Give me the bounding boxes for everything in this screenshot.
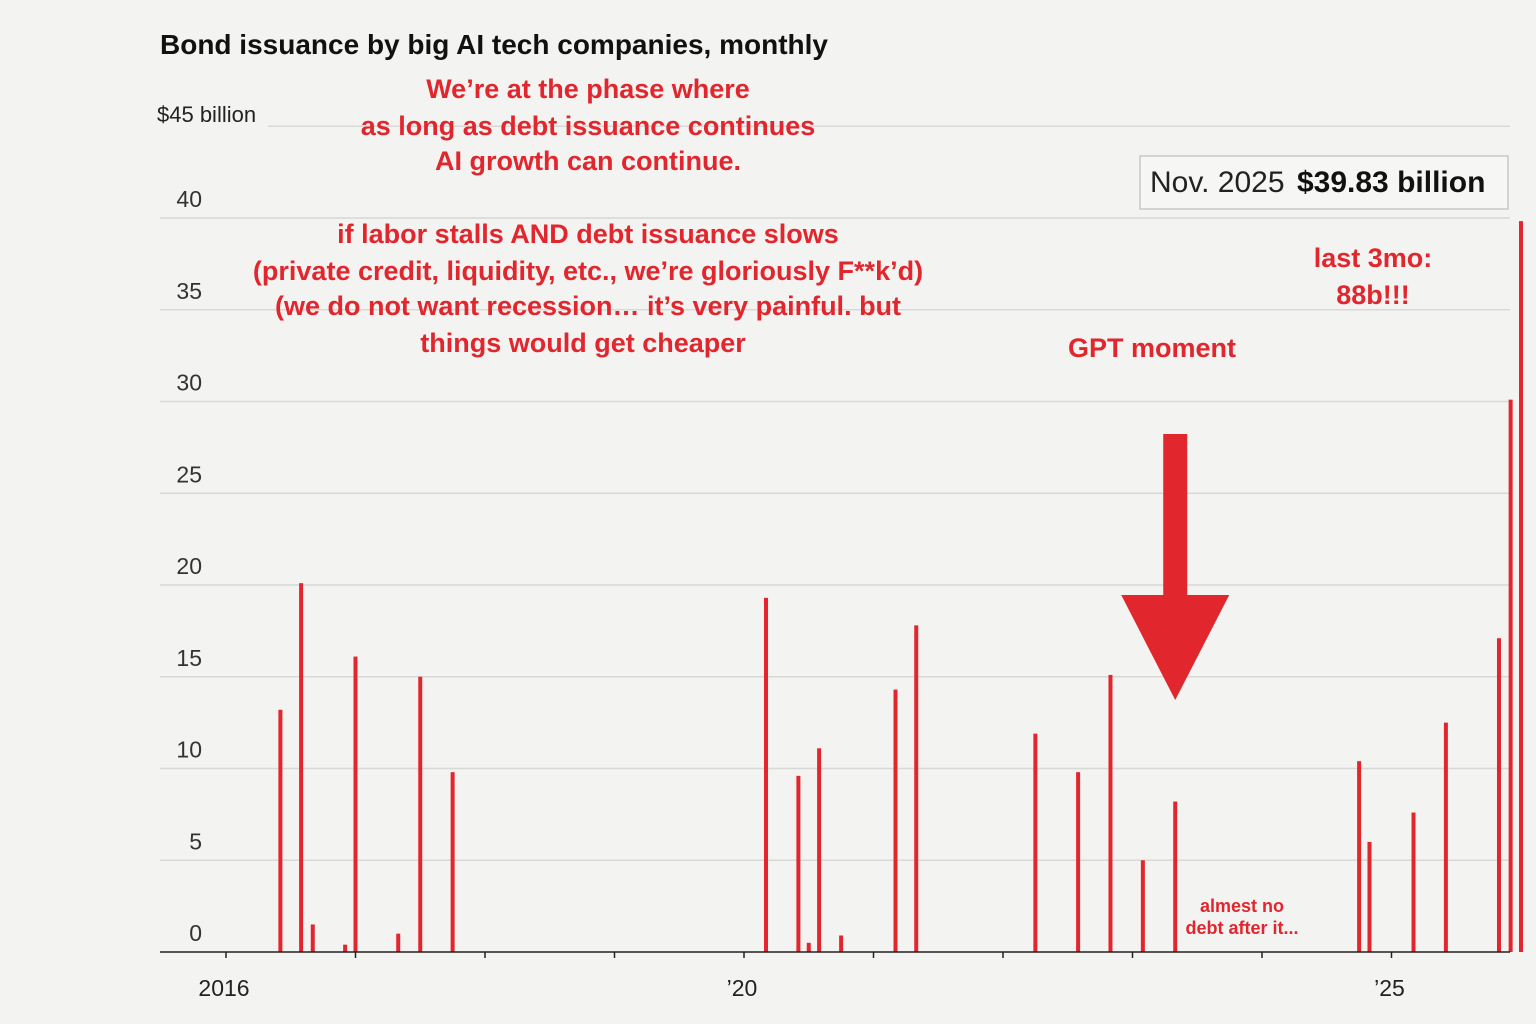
x-axis-ticks: 2016 ’20 ’25: [198, 952, 1405, 1001]
y-tick-label: 30: [176, 370, 202, 396]
bars: [278, 221, 1523, 952]
y-tick-label: 40: [176, 186, 202, 212]
bar: [817, 748, 822, 952]
y-tick-label: 20: [176, 553, 202, 579]
warning-note-line-4: things would get cheaper: [420, 328, 746, 358]
gpt-moment-label: GPT moment: [1068, 333, 1236, 363]
bar: [796, 775, 801, 952]
callout-date: Nov. 2025: [1150, 166, 1285, 199]
bar: [764, 597, 769, 952]
y-tick-label: 10: [176, 737, 202, 763]
bar: [1033, 733, 1038, 952]
warning-note-annotation: if labor stalls AND debt issuance slows …: [253, 219, 923, 358]
y-tick-label: 25: [176, 461, 202, 487]
almost-no-debt-annotation: almest no debt after it...: [1185, 896, 1298, 938]
y-tick-labels: 40 35 30 25 20 15 10 5 0: [176, 186, 202, 946]
almost-no-debt-line-1: almest no: [1200, 896, 1284, 916]
top-note-line-2: as long as debt issuance continues: [361, 111, 816, 141]
bar: [299, 583, 304, 952]
gpt-moment-arrow: [1121, 434, 1230, 700]
y-tick-label: 5: [189, 828, 202, 854]
top-note-line-1: We’re at the phase where: [426, 74, 750, 104]
bar: [893, 689, 898, 952]
bar: [1140, 860, 1145, 952]
top-note-line-3: AI growth can continue.: [435, 146, 741, 176]
bar: [353, 656, 358, 952]
bar: [278, 709, 283, 952]
almost-no-debt-line-2: debt after it...: [1185, 918, 1298, 938]
bar: [1357, 761, 1362, 952]
callout-box: [1139, 155, 1509, 210]
x-tick-label: ’20: [727, 975, 758, 1001]
bar: [1496, 638, 1501, 952]
y-tick-label: 0: [189, 920, 202, 946]
y-tick-label: 35: [176, 278, 202, 304]
last-3mo-line-2: 88b!!!: [1336, 280, 1410, 310]
warning-note-line-3: (we do not want recession… it’s very pai…: [275, 291, 901, 321]
warning-note-line-1: if labor stalls AND debt issuance slows: [337, 219, 839, 249]
bar: [450, 772, 455, 952]
chart-title: Bond issuance by big AI tech companies, …: [160, 29, 828, 60]
bar: [1173, 801, 1178, 952]
bar: [1411, 812, 1416, 952]
bar: [1443, 722, 1448, 952]
bar: [1508, 399, 1513, 952]
gridlines: [160, 125, 1510, 861]
warning-note-line-2: (private credit, liquidity, etc., we’re …: [253, 256, 923, 286]
latest-value-callout: Nov. 2025 $39.83 billion: [1139, 155, 1509, 210]
last-3mo-line-1: last 3mo:: [1314, 243, 1433, 273]
callout-text: Nov. 2025 $39.83 billion: [1150, 166, 1485, 199]
bar: [418, 676, 423, 952]
bar: [1076, 772, 1081, 952]
bar: [1108, 674, 1113, 952]
bar: [839, 935, 844, 952]
bar: [1519, 221, 1523, 952]
last-three-months-annotation: last 3mo: 88b!!!: [1314, 243, 1433, 310]
top-note-annotation: We’re at the phase where as long as debt…: [361, 74, 816, 176]
bar: [396, 933, 401, 952]
x-tick-label: 2016: [198, 975, 249, 1001]
bar: [1367, 841, 1372, 952]
callout-value: $39.83 billion: [1297, 166, 1485, 199]
bar: [914, 625, 919, 952]
x-tick-label: ’25: [1374, 975, 1405, 1001]
bar: [310, 924, 315, 952]
y-tick-label: 15: [176, 645, 202, 671]
bar: [343, 944, 348, 952]
bar: [806, 942, 811, 952]
y-axis-unit-label: $45 billion: [157, 102, 256, 127]
